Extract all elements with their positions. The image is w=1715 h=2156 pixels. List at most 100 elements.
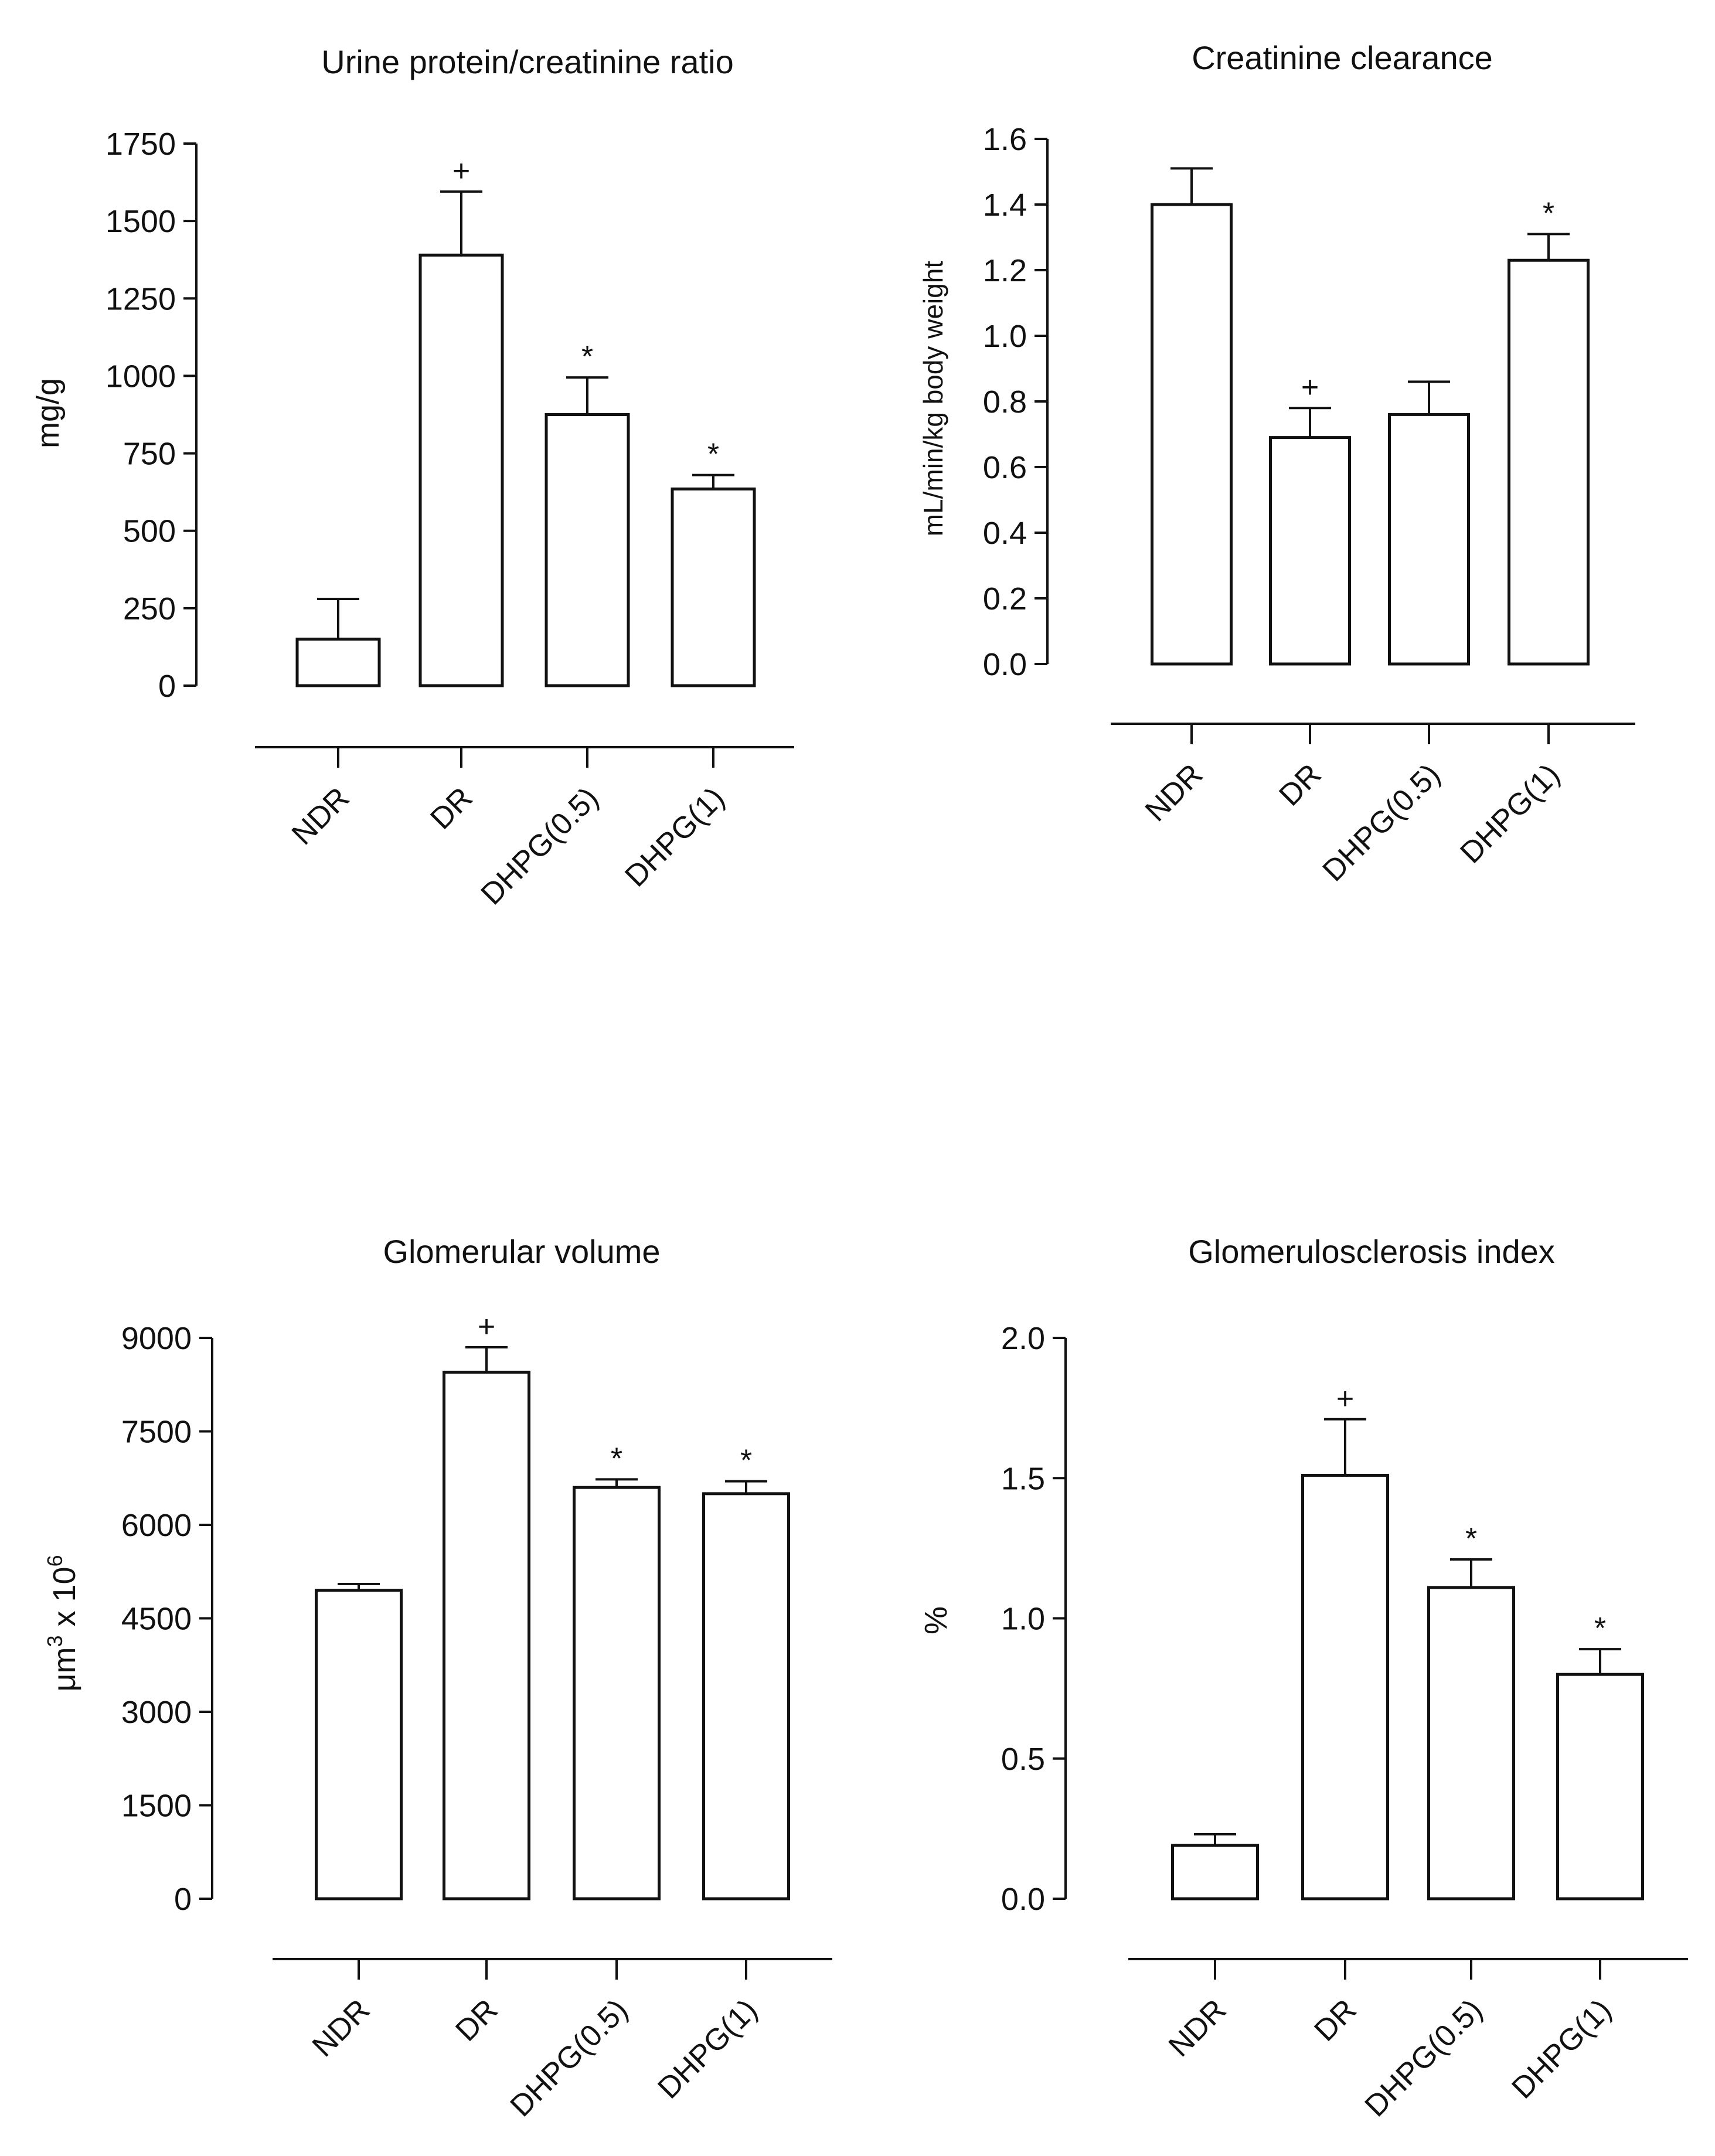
bar (1556, 1673, 1644, 1900)
y-tick-label: 0 (158, 669, 176, 704)
y-tick-label: 1250 (106, 281, 176, 316)
bars: +* (1151, 167, 1590, 666)
y-ticks: 0 1500 3000 4500 6000 7500 9000 (121, 1321, 213, 1917)
y-tick-label: 500 (123, 514, 176, 549)
bar (1301, 1473, 1389, 1900)
panel-urine-protein: Urine protein/creatinine ratio mg/g 0 250… (30, 43, 794, 911)
bar (1151, 203, 1233, 666)
bar (1269, 436, 1351, 666)
y-tick-label: 0.5 (1001, 1742, 1045, 1777)
y-tick-label: 0.6 (983, 450, 1027, 485)
y-tick-label: 0.0 (1001, 1882, 1045, 1917)
x-tick-label: DR (424, 781, 479, 836)
y-tick-label: 0.8 (983, 384, 1027, 420)
y-tick-label: 0.0 (983, 647, 1027, 682)
y-ticks: 0.0 0.2 0.4 0.6 0.8 1.0 1.2 1.4 1.6 (983, 122, 1049, 682)
significance-marker: * (707, 438, 719, 472)
y-tick-label: 1.0 (983, 319, 1027, 354)
y-axis-label: mg/g (30, 378, 66, 448)
significance-marker: * (581, 340, 593, 374)
bars: + * * (315, 1310, 790, 1900)
y-tick-label: 750 (123, 437, 176, 472)
y-tick-label: 0 (174, 1882, 192, 1917)
y-tick-label: 1.4 (983, 188, 1027, 223)
x-tick-label: NDR (285, 781, 356, 851)
y-axis-label: % (918, 1606, 954, 1634)
y-tick-label: 1500 (121, 1789, 192, 1824)
significance-marker: + (1301, 370, 1319, 404)
x-tick-label: NDR (1162, 1992, 1233, 2063)
y-tick-label: 1.5 (1001, 1461, 1045, 1496)
bar (1388, 413, 1470, 666)
y-axis-label: μm3 x 106 (43, 1555, 82, 1691)
chart-title: Creatinine clearance (1192, 39, 1493, 76)
y-tick-label: 1.2 (983, 253, 1027, 288)
y-tick-label: 2.0 (1001, 1321, 1045, 1356)
significance-marker: + (452, 154, 470, 188)
significance-marker: + (478, 1310, 495, 1344)
y-axis-label: mL/min/kg body weight (918, 261, 948, 537)
y-tick-label: 6000 (121, 1508, 192, 1543)
significance-marker: * (1594, 1612, 1606, 1646)
x-tick-label: DR (449, 1992, 504, 2048)
y-tick-label: 1500 (106, 204, 176, 239)
y-tick-label: 3000 (121, 1695, 192, 1730)
panel-glomerular-volume: Glomerular volume μm3 x 106 0 1500 3000 450… (43, 1233, 832, 2123)
significance-marker: * (611, 1442, 622, 1476)
bar (295, 638, 381, 687)
y-axis-label-sup2: 6 (43, 1555, 67, 1566)
significance-marker: * (1543, 196, 1554, 230)
bar (671, 487, 756, 687)
x-tick-label: DHPG(0.5) (1359, 1992, 1489, 2123)
y-tick-label: 0.4 (983, 516, 1027, 551)
x-tick-label: DHPG(0.5) (504, 1992, 635, 2123)
x-tick-label: DHPG(1) (651, 1992, 764, 2105)
x-tick-label: NDR (1139, 757, 1210, 828)
y-tick-label: 1750 (106, 127, 176, 162)
y-tick-label: 4500 (121, 1602, 192, 1637)
bar (1171, 1844, 1259, 1900)
chart-title: Glomerulosclerosis index (1188, 1233, 1555, 1270)
y-tick-label: 7500 (121, 1415, 192, 1450)
y-axis-label-mid: x 10 (47, 1566, 82, 1635)
significance-marker: * (740, 1444, 752, 1478)
bar (1508, 258, 1590, 666)
y-axis-label-unit: μm (47, 1647, 82, 1692)
significance-marker: + (1336, 1382, 1354, 1416)
y-tick-label: 1.0 (1001, 1602, 1045, 1637)
x-tick-label: DHPG(1) (618, 781, 731, 893)
bar (573, 1486, 661, 1900)
chart-title: Urine protein/creatinine ratio (321, 43, 733, 80)
x-tick-label: DHPG(0.5) (1316, 757, 1447, 888)
y-tick-label: 250 (123, 591, 176, 626)
y-tick-label: 1000 (106, 359, 176, 394)
bar (1427, 1586, 1515, 1900)
x-tick-label: DHPG(1) (1454, 757, 1566, 870)
y-tick-label: 1.6 (983, 122, 1027, 157)
bar (315, 1589, 403, 1900)
y-ticks: 0.0 0.5 1.0 1.5 2.0 (1001, 1321, 1067, 1917)
significance-marker: * (1465, 1522, 1477, 1556)
y-axis-label-sup1: 3 (43, 1635, 67, 1647)
y-tick-label: 9000 (121, 1321, 192, 1356)
x-tick-label: DHPG(1) (1505, 1992, 1618, 2105)
x-tick-label: NDR (306, 1992, 377, 2063)
x-tick-label: DR (1308, 1992, 1363, 2048)
x-tick-label: DHPG(0.5) (475, 781, 605, 911)
y-ticks: 0 250 500 750 1000 1250 1500 1750 (106, 127, 198, 704)
y-tick-label: 0.2 (983, 581, 1027, 617)
chart-title: Glomerular volume (383, 1233, 660, 1270)
x-tick-label: DR (1272, 757, 1328, 812)
bar (545, 413, 630, 687)
bars: + * * (295, 154, 756, 687)
bar (418, 253, 504, 687)
bar (702, 1492, 790, 1900)
bars: + * * (1171, 1382, 1644, 1900)
panel-creatinine-clearance: Creatinine clearance mL/min/kg body weig… (918, 39, 1635, 888)
panel-glomerulosclerosis-index: Glomerulosclerosis index % 0.0 0.5 1.0 1.5 2… (918, 1233, 1688, 2123)
